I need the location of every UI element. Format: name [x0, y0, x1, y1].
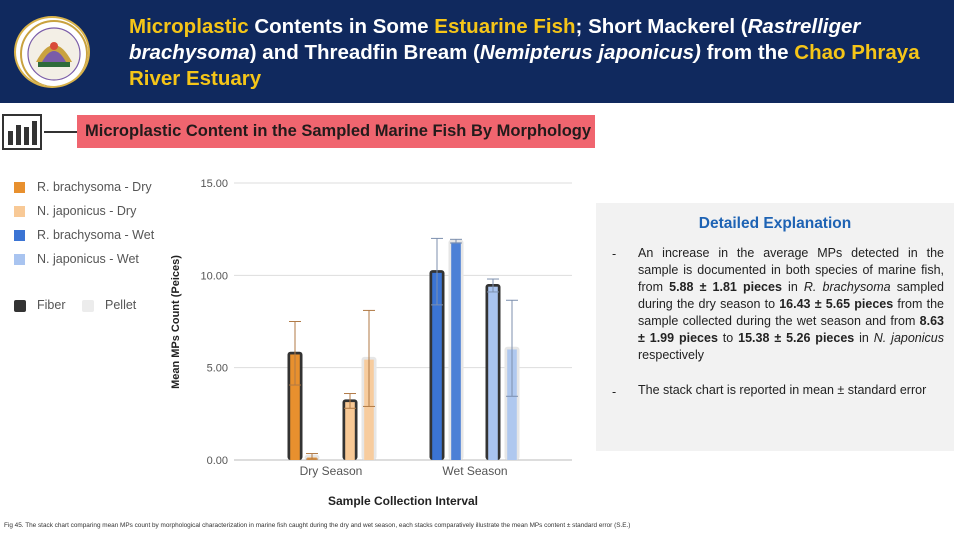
- bullet-segment: from the sample collected during the wet…: [638, 297, 944, 328]
- legend-swatch: [14, 206, 25, 217]
- legend-swatch: [14, 230, 25, 241]
- section-subtitle-box: Microplastic Content in the Sampled Mari…: [77, 115, 595, 148]
- bullet-segment: N. japonicus: [873, 331, 944, 345]
- bullet-segment: in: [854, 331, 874, 345]
- x-axis-title: Sample Collection Interval: [328, 494, 478, 508]
- title-segment: ) and Threadfin Bream (: [249, 41, 480, 64]
- bullet-segment: An increase in the average MPs detected …: [638, 246, 944, 294]
- title-segment: Rastrelliger brachysoma: [129, 15, 861, 64]
- university-logo: [14, 16, 90, 88]
- legend-label: Pellet: [105, 298, 137, 312]
- bar: [345, 402, 355, 460]
- legend-swatch: [14, 254, 25, 265]
- legend-label: R. brachysoma - Wet: [37, 228, 155, 242]
- explanation-bullet-2: The stack chart is reported in mean ± st…: [638, 383, 927, 397]
- bullet-segment: sampled during the dry season to: [638, 280, 944, 311]
- title-segment: Contents in Some: [248, 15, 435, 38]
- y-tick-label: 10.00: [200, 270, 228, 282]
- explanation-bullet-1: An increase in the average MPs detected …: [638, 245, 944, 364]
- title-segment: from the: [700, 41, 795, 64]
- x-category-label: Dry Season: [300, 464, 363, 478]
- legend-label: N. japonicus - Dry: [37, 204, 137, 218]
- y-tick-label: 5.00: [207, 363, 228, 375]
- bar: [488, 286, 498, 460]
- legend-label: R. brachysoma - Dry: [37, 180, 152, 194]
- title-segment: ; Short Mackerel (: [575, 15, 748, 38]
- legend-swatch: [14, 300, 26, 312]
- bullet-segment: in: [781, 280, 804, 294]
- bullet-segment: 8.63 ± 1.99 pieces: [638, 314, 944, 345]
- bullet-mark: -: [612, 385, 617, 399]
- bar: [432, 272, 442, 460]
- figure-caption: Fig 45. The stack chart comparing mean M…: [4, 522, 631, 529]
- legend-label: N. japonicus - Wet: [37, 252, 139, 266]
- subtitle-connector: [44, 131, 78, 133]
- bullet-mark: -: [612, 247, 617, 261]
- y-tick-label: 0.00: [207, 455, 228, 467]
- title-segment: Estuarine Fish: [434, 15, 576, 38]
- legend-swatch: [82, 300, 94, 312]
- y-tick-label: 15.00: [200, 178, 228, 190]
- bullet-segment: 16.43 ± 5.65 pieces: [779, 297, 894, 311]
- bullet-segment: respectively: [638, 348, 704, 362]
- explanation-panel: Detailed Explanation - An increase in th…: [596, 203, 954, 451]
- bar: [290, 354, 300, 460]
- bullet-segment: 5.88 ± 1.81 pieces: [669, 280, 782, 294]
- title-segment: Chao Phraya River Estuary: [129, 41, 920, 90]
- x-category-label: Wet Season: [442, 464, 507, 478]
- bar: [507, 349, 517, 460]
- bullet-segment: R. brachysoma: [803, 280, 891, 294]
- page-title: Microplastic Contents in Some Estuarine …: [129, 14, 939, 92]
- explanation-heading: Detailed Explanation: [698, 215, 852, 232]
- section-subtitle: Microplastic Content in the Sampled Mari…: [85, 122, 592, 140]
- title-segment: Nemipterus japonicus): [479, 41, 701, 64]
- y-axis-title: Mean MPs Count (Peices): [170, 255, 182, 389]
- bullet-segment: to: [717, 331, 739, 345]
- header-banner: Microplastic Contents in Some Estuarine …: [0, 0, 954, 103]
- bar: [451, 242, 461, 460]
- bullet-segment: 15.38 ± 5.26 pieces: [738, 331, 855, 345]
- bar-chart-icon: [1, 113, 43, 151]
- title-segment: Microplastic: [129, 15, 249, 38]
- legend-swatch: [14, 182, 25, 193]
- legend-label: Fiber: [37, 298, 66, 312]
- bar: [364, 359, 374, 460]
